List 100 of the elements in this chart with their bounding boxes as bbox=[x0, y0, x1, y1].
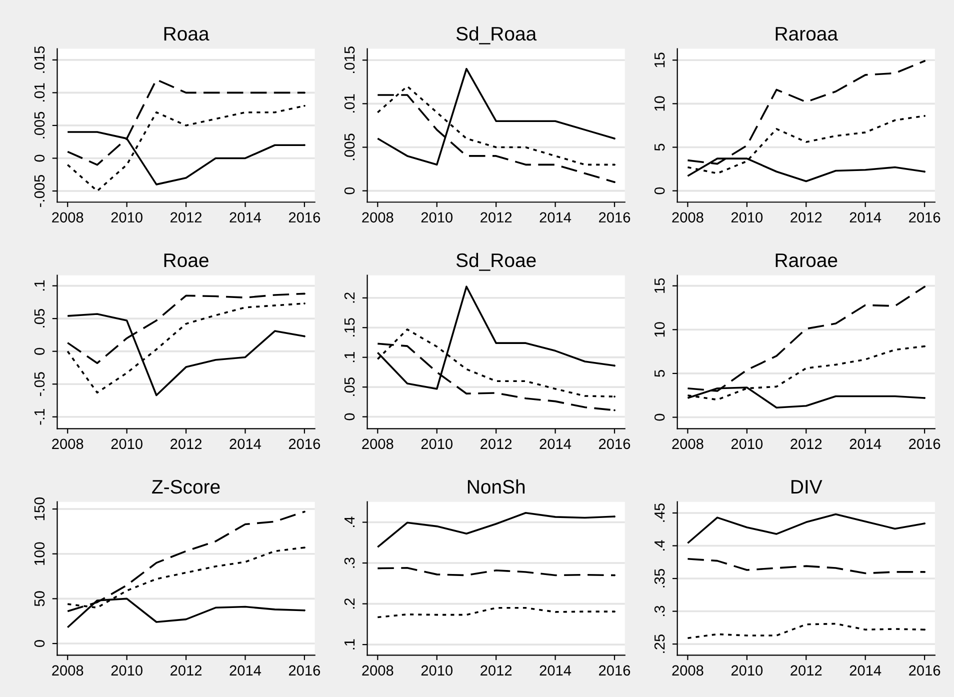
y-tick-label: 10 bbox=[654, 322, 665, 337]
y-tick-label: 5 bbox=[654, 370, 665, 377]
chart-title: Sd_Roae bbox=[456, 252, 536, 271]
x-tick-label: 2008 bbox=[672, 665, 704, 676]
y-tick-label: .2 bbox=[344, 292, 355, 303]
y-tick-label: .3 bbox=[344, 558, 355, 568]
x-tick-label: 2012 bbox=[480, 212, 512, 223]
x-tick-label: 2010 bbox=[111, 212, 142, 223]
x-tick-label: 2012 bbox=[170, 438, 202, 450]
x-tick-label: 2014 bbox=[850, 212, 882, 223]
x-tick-label: 2010 bbox=[421, 212, 453, 223]
x-tick-label: 2010 bbox=[731, 665, 763, 676]
x-tick-label: 2012 bbox=[480, 438, 512, 450]
x-tick-label: 2010 bbox=[111, 438, 142, 450]
x-tick-label: 2010 bbox=[421, 665, 453, 676]
y-tick-label: 15 bbox=[654, 278, 665, 293]
x-tick-label: 2008 bbox=[362, 212, 394, 223]
y-tick-label: .015 bbox=[344, 46, 355, 73]
x-tick-label: 2014 bbox=[230, 438, 262, 450]
line-series bbox=[376, 512, 616, 548]
y-tick-label: .3 bbox=[654, 606, 665, 616]
y-tick-label: 15 bbox=[654, 52, 665, 68]
y-tick-label: .15 bbox=[344, 318, 355, 336]
x-tick-label: 2014 bbox=[540, 438, 572, 450]
chart-title: Z-Score bbox=[152, 480, 220, 494]
x-tick-label: 2010 bbox=[731, 438, 763, 450]
x-tick-label: 2016 bbox=[288, 665, 320, 676]
x-tick-label: 2012 bbox=[170, 665, 202, 676]
y-tick-label: .05 bbox=[344, 378, 355, 396]
x-tick-label: 2008 bbox=[52, 665, 84, 676]
chart-title: Sd_Roaa bbox=[456, 26, 537, 44]
x-tick-label: 2008 bbox=[672, 212, 704, 223]
y-tick-label: 10 bbox=[654, 96, 665, 111]
x-tick-label: 2014 bbox=[230, 212, 262, 223]
y-tick-label: -.1 bbox=[34, 409, 44, 425]
y-tick-label: .05 bbox=[34, 309, 45, 328]
y-tick-label: 0 bbox=[654, 414, 665, 421]
x-tick-label: 2016 bbox=[288, 438, 320, 450]
chart-title: Raroaa bbox=[776, 27, 838, 41]
x-tick-label: 2012 bbox=[790, 438, 822, 450]
x-tick-label: 2010 bbox=[111, 665, 142, 676]
y-tick-label: .1 bbox=[344, 639, 355, 650]
x-tick-label: 2016 bbox=[909, 212, 940, 223]
chart-title: NonSh bbox=[468, 479, 525, 494]
y-tick-label: -.05 bbox=[34, 372, 45, 396]
x-tick-label: 2008 bbox=[362, 438, 394, 450]
line-series bbox=[376, 606, 616, 618]
y-tick-label: 0 bbox=[344, 187, 355, 194]
x-tick-label: 2016 bbox=[288, 212, 320, 223]
chart-title: Roaa bbox=[164, 27, 210, 41]
y-tick-label: .35 bbox=[654, 568, 665, 588]
line-series bbox=[686, 622, 926, 640]
y-tick-label: .005 bbox=[34, 112, 45, 138]
y-tick-label: .2 bbox=[344, 598, 355, 609]
x-tick-label: 2010 bbox=[421, 438, 453, 450]
y-tick-label: .1 bbox=[344, 352, 355, 362]
x-tick-label: 2008 bbox=[52, 438, 84, 450]
x-tick-label: 2014 bbox=[850, 438, 882, 450]
y-tick-label: 0 bbox=[344, 413, 355, 420]
x-tick-label: 2016 bbox=[909, 665, 940, 676]
y-tick-label: .1 bbox=[34, 280, 44, 291]
x-tick-label: 2016 bbox=[909, 438, 940, 450]
y-tick-label: .01 bbox=[344, 94, 355, 112]
y-tick-label: .25 bbox=[654, 634, 665, 653]
y-tick-label: 5 bbox=[654, 144, 665, 151]
y-tick-label: 150 bbox=[34, 497, 45, 520]
x-tick-label: 2014 bbox=[850, 665, 882, 676]
y-tick-label: 0 bbox=[654, 187, 665, 194]
x-tick-label: 2012 bbox=[480, 665, 512, 676]
x-tick-label: 2012 bbox=[170, 212, 202, 223]
chart-title: Raroae bbox=[776, 254, 838, 268]
x-tick-label: 2008 bbox=[362, 665, 394, 676]
y-tick-label: .015 bbox=[34, 46, 45, 73]
x-tick-label: 2014 bbox=[540, 212, 572, 223]
x-tick-label: 2010 bbox=[731, 212, 763, 223]
x-tick-label: 2016 bbox=[599, 665, 630, 676]
y-tick-label: 0 bbox=[34, 348, 45, 355]
x-tick-label: 2008 bbox=[672, 438, 704, 450]
x-tick-label: 2014 bbox=[540, 665, 572, 676]
y-tick-label: -.005 bbox=[34, 174, 45, 207]
x-tick-label: 2016 bbox=[599, 438, 630, 450]
y-tick-label: .005 bbox=[344, 134, 355, 160]
x-tick-label: 2014 bbox=[230, 665, 262, 676]
y-tick-label: 0 bbox=[34, 640, 45, 648]
y-tick-label: .4 bbox=[344, 516, 355, 527]
y-tick-label: 100 bbox=[34, 542, 45, 565]
y-tick-label: 50 bbox=[34, 591, 45, 606]
y-tick-label: .4 bbox=[654, 540, 665, 550]
y-tick-label: .01 bbox=[34, 83, 45, 102]
y-tick-label: 0 bbox=[34, 154, 45, 162]
line-series bbox=[376, 567, 616, 576]
line-series bbox=[686, 558, 926, 574]
line-series bbox=[686, 513, 926, 544]
chart-title: DIV bbox=[792, 480, 822, 494]
y-tick-label: .45 bbox=[654, 503, 665, 522]
x-tick-label: 2012 bbox=[790, 212, 822, 223]
chart-title: Roae bbox=[164, 254, 208, 268]
x-tick-label: 2012 bbox=[790, 665, 822, 676]
x-tick-label: 2016 bbox=[599, 212, 630, 223]
x-tick-label: 2008 bbox=[52, 212, 84, 223]
